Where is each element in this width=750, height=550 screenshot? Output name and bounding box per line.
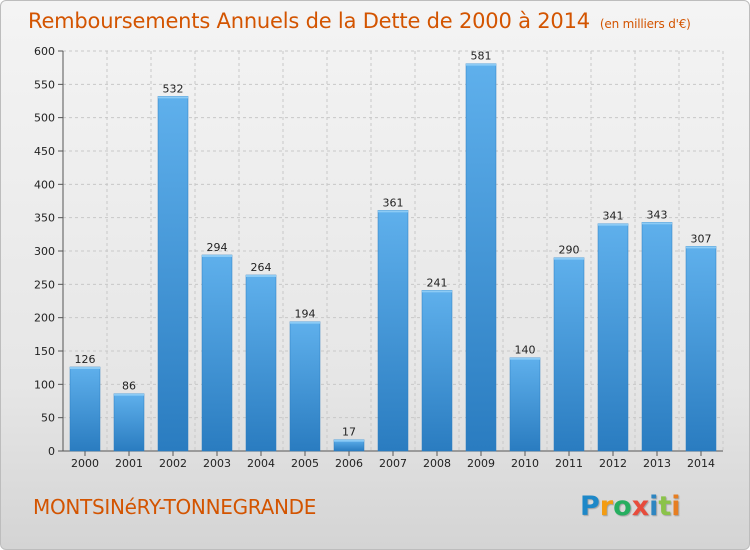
logo-letter: i [649, 491, 659, 522]
value-label: 581 [471, 50, 492, 63]
x-tick-label: 2001 [115, 457, 143, 470]
x-tick-label: 2013 [643, 457, 671, 470]
bar [69, 366, 101, 452]
y-tick-label: 200 [34, 312, 55, 325]
logo-letter: r [599, 491, 614, 522]
label-layer: 126 2000 86 2001 532 2002 294 2003 264 2004 194 200… [71, 50, 715, 470]
x-tick-label: 2010 [511, 457, 539, 470]
bar-layer [69, 63, 717, 452]
bar [245, 274, 277, 452]
bar-highlight [642, 222, 672, 225]
logo-letter: t [658, 491, 672, 522]
bar [289, 321, 321, 452]
bar-highlight [554, 257, 584, 260]
bar [597, 223, 629, 452]
bar-highlight [510, 357, 540, 360]
y-tick-label: 100 [34, 378, 55, 391]
value-label: 17 [342, 426, 356, 439]
bar [201, 254, 233, 452]
logo-letter: o [613, 491, 632, 522]
bar-highlight [422, 290, 452, 293]
value-label: 307 [691, 232, 712, 245]
commune-name: MONTSINéRY-TONNEGRANDE [33, 495, 317, 519]
value-label: 361 [383, 196, 404, 209]
bar [377, 210, 409, 452]
y-tick-label: 150 [34, 345, 55, 358]
y-tick-label: 400 [34, 178, 55, 191]
value-label: 140 [515, 344, 536, 357]
bar-highlight [70, 367, 100, 369]
x-tick-label: 2004 [247, 457, 275, 470]
x-tick-label: 2009 [467, 457, 495, 470]
logo-letter: i [671, 491, 681, 522]
value-label: 532 [163, 82, 184, 95]
x-tick-label: 2005 [291, 457, 319, 470]
y-tick-label: 300 [34, 245, 55, 258]
y-tick-label: 250 [34, 278, 55, 291]
bar [509, 357, 541, 452]
chart-unit: (en milliers d'€) [599, 17, 691, 31]
bar-highlight [598, 223, 628, 226]
proxiti-logo[interactable]: Proxiti [580, 491, 681, 522]
bar-highlight [202, 255, 232, 257]
bar [553, 257, 585, 452]
bar [421, 290, 453, 452]
logo-letter: x [631, 491, 650, 522]
value-label: 294 [207, 241, 228, 254]
y-tick-label: 600 [34, 45, 55, 58]
x-tick-label: 2003 [203, 457, 231, 470]
bar [685, 246, 717, 452]
y-tick-label: 550 [34, 78, 55, 91]
bar-highlight [158, 96, 188, 99]
value-label: 341 [603, 210, 624, 223]
bar-highlight [290, 321, 320, 324]
x-tick-label: 2011 [555, 457, 583, 470]
chart-title: Remboursements Annuels de la Dette de 20… [28, 9, 691, 33]
value-label: 86 [122, 380, 136, 393]
value-label: 194 [295, 308, 316, 321]
y-tick-label: 500 [34, 112, 55, 125]
bar-highlight [686, 246, 716, 249]
value-label: 264 [251, 261, 272, 274]
x-tick-label: 2012 [599, 457, 627, 470]
logo-letter: P [580, 491, 600, 522]
value-label: 126 [75, 353, 96, 366]
x-tick-label: 2006 [335, 457, 363, 470]
bar-highlight [334, 439, 364, 442]
bar-highlight [466, 63, 496, 66]
x-tick-label: 2007 [379, 457, 407, 470]
bar [465, 63, 497, 452]
value-label: 290 [559, 244, 580, 257]
bar-highlight [246, 275, 276, 277]
value-label: 241 [427, 276, 448, 289]
bar [641, 222, 673, 452]
x-tick-label: 2002 [159, 457, 187, 470]
bar-highlight [378, 210, 408, 213]
bar [157, 96, 189, 452]
bar [113, 393, 145, 452]
y-tick-label: 0 [48, 445, 55, 458]
chart-title-text: Remboursements Annuels de la Dette de 20… [28, 9, 590, 33]
x-tick-label: 2014 [687, 457, 715, 470]
bar-highlight [114, 393, 144, 396]
y-tick-label: 50 [41, 412, 55, 425]
value-label: 343 [647, 208, 668, 221]
y-tick-label: 350 [34, 212, 55, 225]
x-tick-label: 2000 [71, 457, 99, 470]
y-tick-label: 450 [34, 145, 55, 158]
x-tick-label: 2008 [423, 457, 451, 470]
